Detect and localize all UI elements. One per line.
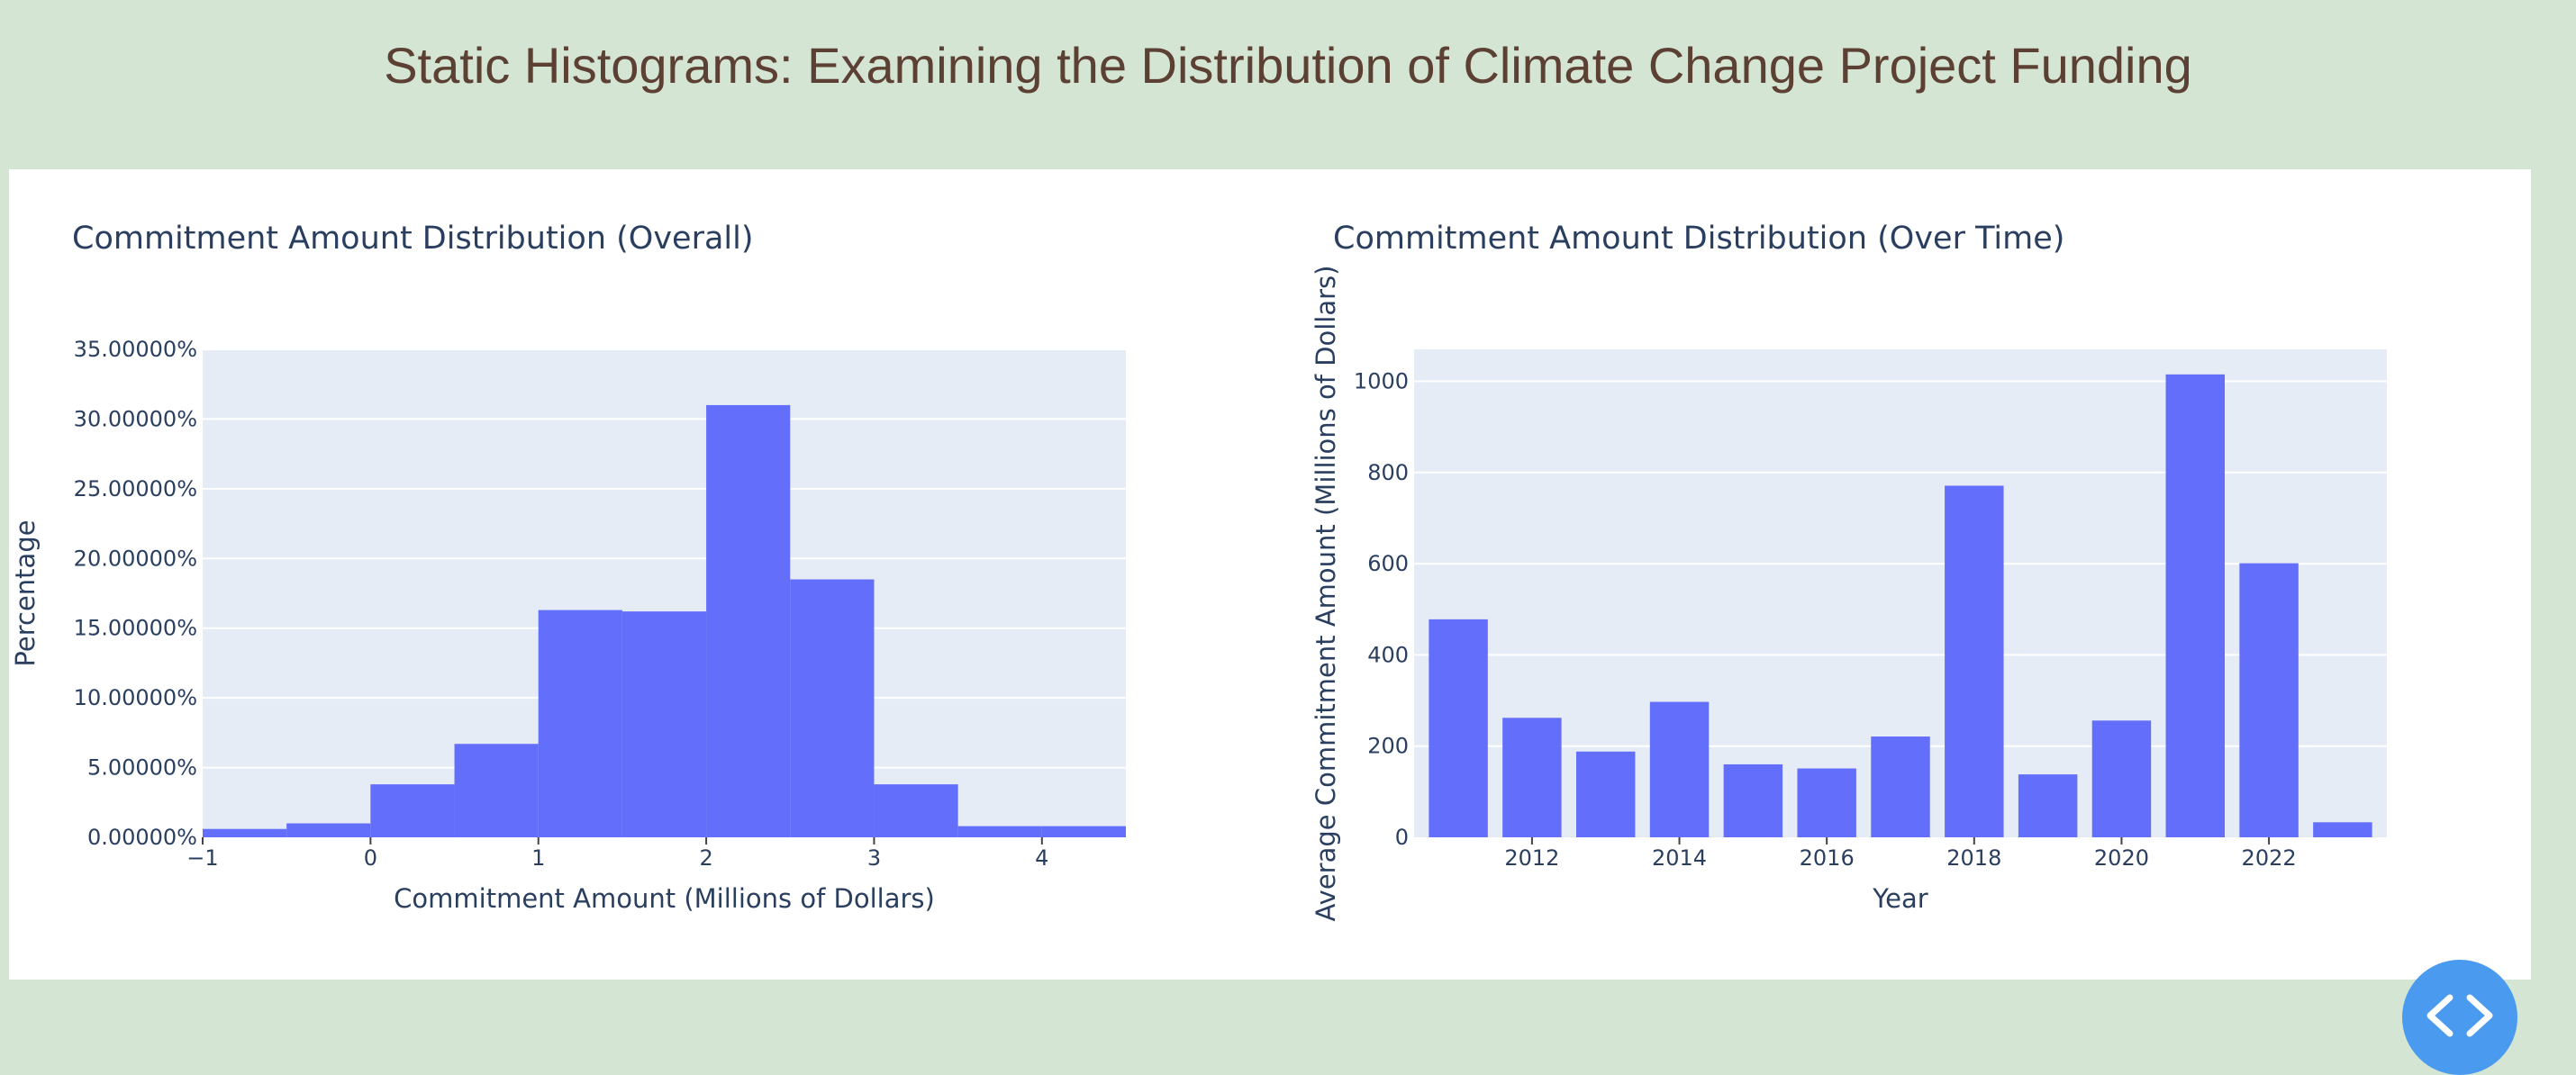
x-tick-label: −1 xyxy=(186,845,218,871)
chart-title: Commitment Amount Distribution (Overall) xyxy=(72,221,754,257)
x-tick-label: 2020 xyxy=(2094,845,2149,871)
histogram-bar xyxy=(286,823,371,837)
y-axis-title: Percentage xyxy=(10,519,41,666)
bar-2022 xyxy=(2239,563,2299,837)
y-tick-label: 400 xyxy=(1367,642,1409,667)
x-tick-label: 1 xyxy=(531,845,545,871)
page-title: Static Histograms: Examining the Distrib… xyxy=(384,37,2192,94)
histogram-bar xyxy=(874,784,958,837)
y-tick-label: 20.00000% xyxy=(74,546,197,571)
bar-2023 xyxy=(2313,822,2372,837)
bar-2012 xyxy=(1502,718,1562,837)
x-tick-label: 0 xyxy=(364,845,377,871)
y-tick-label: 0.00000% xyxy=(87,825,197,850)
histogram-bar xyxy=(706,404,791,837)
y-tick-label: 25.00000% xyxy=(74,476,197,501)
bar-2018 xyxy=(1945,485,2004,837)
bar-2013 xyxy=(1576,751,1636,837)
histogram-bar xyxy=(454,744,539,837)
y-tick-label: 0 xyxy=(1395,825,1409,850)
code-icon xyxy=(2426,994,2493,1037)
bar-2017 xyxy=(1871,736,1930,837)
y-tick-label: 30.00000% xyxy=(74,406,197,431)
x-tick-label: 2 xyxy=(699,845,712,871)
histogram-bar xyxy=(538,610,622,837)
histogram-bar xyxy=(957,826,1042,837)
x-axis-title: Year xyxy=(1872,883,1927,914)
y-tick-label: 10.00000% xyxy=(74,685,197,710)
graph-panel: 0.00000% 5.00000% 10.00000% 15.00000% 20.000… xyxy=(9,169,2531,980)
histogram-overall-svg: 0.00000% 5.00000% 10.00000% 15.00000% 20.000… xyxy=(10,221,1126,914)
y-tick-label: 5.00000% xyxy=(87,755,197,781)
histogram-bar xyxy=(1041,826,1126,837)
x-tick-label: 2014 xyxy=(1652,845,1707,871)
y-tick-label: 200 xyxy=(1367,734,1409,759)
histogram-over-time-chart: 0 200 400 600 800 1000 2012 2014 2016 2018 2020 202… xyxy=(1270,169,2531,980)
y-tick-label: 1000 xyxy=(1354,368,1409,393)
y-tick-label: 800 xyxy=(1367,460,1409,485)
x-tick-label: 2016 xyxy=(1800,845,1855,871)
bar-2016 xyxy=(1797,768,1856,837)
x-tick-label: 3 xyxy=(867,845,881,871)
histogram-overall-chart: 0.00000% 5.00000% 10.00000% 15.00000% 20.000… xyxy=(9,169,1270,980)
bar-2015 xyxy=(1723,763,1783,837)
bar-2021 xyxy=(2165,374,2225,837)
x-axis-title: Commitment Amount (Millions of Dollars) xyxy=(394,883,935,914)
histogram-bar xyxy=(370,784,455,837)
histogram-over-time-svg: 0 200 400 600 800 1000 2012 2014 2016 2018 2020 202… xyxy=(1311,221,2387,922)
histogram-bar xyxy=(790,579,875,837)
histogram-bar xyxy=(203,828,287,837)
x-tick-label: 2012 xyxy=(1504,845,1559,871)
bar-2014 xyxy=(1649,701,1710,837)
x-tick-label: 2022 xyxy=(2242,845,2297,871)
y-axis-title: Average Commitment Amount (Millions of D… xyxy=(1311,266,1341,922)
bar-2019 xyxy=(2018,774,2078,837)
chart-title: Commitment Amount Distribution (Over Tim… xyxy=(1333,221,2064,257)
bar-2011 xyxy=(1429,619,1488,837)
x-tick-label: 4 xyxy=(1035,845,1048,871)
x-tick-label: 2018 xyxy=(1946,845,2001,871)
y-tick-label: 600 xyxy=(1367,551,1409,576)
bar-2020 xyxy=(2091,720,2152,837)
histogram-bar xyxy=(621,611,707,837)
code-toggle-button[interactable] xyxy=(2402,960,2517,1075)
y-tick-label: 35.00000% xyxy=(74,337,197,362)
y-tick-label: 15.00000% xyxy=(74,616,197,641)
